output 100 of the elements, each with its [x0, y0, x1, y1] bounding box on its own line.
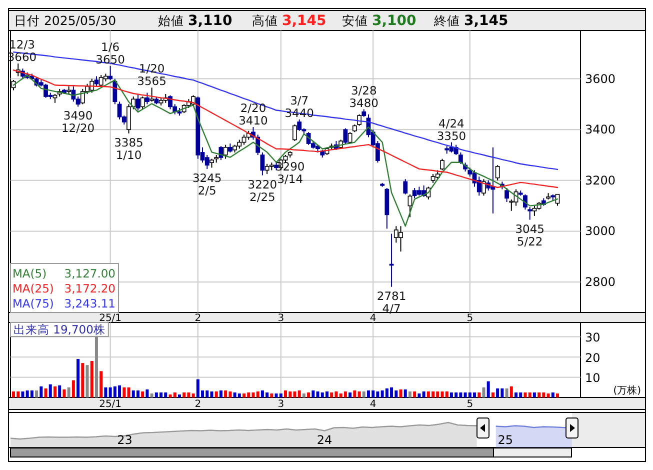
bar — [53, 386, 56, 398]
annotation: 3220 2/25 — [248, 177, 278, 204]
candlestick — [408, 194, 412, 218]
x-tick-label: 23 — [117, 433, 132, 447]
bar — [445, 391, 448, 398]
annotation: 3,243.11 — [64, 296, 116, 310]
bar — [344, 391, 347, 398]
annotation: 3,172.20 — [64, 282, 116, 296]
bar — [491, 392, 494, 398]
bar — [551, 392, 554, 398]
candlestick — [482, 178, 486, 196]
x-tick-label: 4 — [370, 399, 376, 410]
candlestick — [223, 144, 228, 160]
annotation: 3385 1/10 — [114, 135, 144, 162]
annotation: 3245 2/5 — [192, 170, 222, 198]
candlestick — [440, 158, 444, 171]
chart-title: 出来高 19,700株 — [14, 322, 106, 336]
bar — [44, 388, 48, 398]
bar — [58, 385, 62, 398]
x-tick-label: 3 — [278, 399, 284, 410]
x-tick-label: 25 — [498, 433, 514, 447]
bar — [404, 389, 407, 398]
y-axis-title: (万株) — [613, 384, 642, 396]
candlestick — [140, 96, 145, 110]
y-tick-label: 3000 — [585, 224, 616, 238]
bar — [482, 387, 486, 398]
x-tick-label: 2 — [194, 399, 202, 410]
bar — [150, 393, 154, 398]
text: 高値 3,145 — [252, 13, 326, 29]
bar — [505, 388, 508, 398]
x-tick-label: 24 — [316, 433, 332, 447]
bar — [40, 386, 43, 398]
annotation: 2781 4/7 — [376, 288, 406, 316]
bar — [399, 389, 402, 398]
bar — [413, 391, 416, 398]
bar — [528, 392, 532, 398]
x-tick-label: 25/1 — [99, 399, 122, 410]
candlestick — [112, 78, 118, 105]
y-tick-label: 3400 — [585, 122, 616, 137]
bar — [358, 391, 361, 398]
bar — [100, 371, 103, 398]
annotation: 4/24 3350 — [436, 116, 466, 143]
bar — [86, 365, 89, 398]
text: MA(25) — [12, 282, 54, 296]
bar — [514, 392, 518, 398]
bar — [538, 392, 541, 398]
annotation: 3490 12/20 — [61, 108, 95, 136]
bar — [90, 361, 94, 398]
bar — [478, 392, 481, 398]
bar — [422, 391, 426, 398]
candlestick — [292, 124, 297, 142]
x-tick-label: 2 — [194, 313, 202, 324]
candlestick — [495, 164, 500, 181]
bar — [21, 391, 24, 398]
bar — [173, 392, 176, 398]
bar — [298, 390, 301, 398]
bar — [348, 392, 352, 398]
bar — [94, 334, 98, 398]
bar — [242, 393, 246, 398]
bar — [353, 390, 356, 398]
bar — [330, 392, 334, 398]
candlestick — [403, 178, 408, 195]
annotation: 3/28 3480 — [349, 83, 379, 110]
y-tick-label: 2800 — [585, 275, 616, 290]
text: 安値 3,100 — [342, 13, 417, 29]
bar — [532, 392, 536, 398]
bar — [496, 388, 500, 398]
bar — [325, 391, 328, 398]
text: 日付 2025/05/30 — [14, 13, 116, 28]
bar — [146, 389, 149, 398]
bar — [224, 390, 228, 398]
bar — [214, 391, 218, 398]
bar — [524, 392, 527, 398]
candlestick — [528, 206, 532, 220]
x-tick-label: 5 — [466, 313, 474, 324]
x-tick-label: 25/1 — [99, 313, 122, 324]
text: MA(5) — [12, 266, 47, 280]
text: 終値 3,145 — [433, 13, 508, 29]
candlestick — [108, 66, 113, 81]
candlestick — [476, 176, 482, 196]
bar — [48, 384, 52, 398]
candlestick — [144, 92, 150, 105]
bar — [219, 390, 222, 398]
bar — [30, 390, 34, 398]
candlestick — [204, 154, 210, 170]
bar — [122, 387, 126, 398]
bar — [141, 391, 144, 398]
bar — [127, 387, 130, 398]
candlestick — [150, 87, 154, 102]
bar — [182, 392, 186, 398]
bar — [307, 392, 310, 398]
bar — [302, 393, 306, 398]
x-tick-label: 3 — [278, 313, 284, 324]
bar — [62, 389, 66, 398]
bar — [76, 358, 80, 398]
y-tick-label: 20 — [585, 350, 600, 365]
annotation: 2/20 3410 — [238, 101, 268, 128]
bar — [136, 390, 140, 398]
bar — [556, 393, 559, 398]
bar — [35, 390, 38, 398]
